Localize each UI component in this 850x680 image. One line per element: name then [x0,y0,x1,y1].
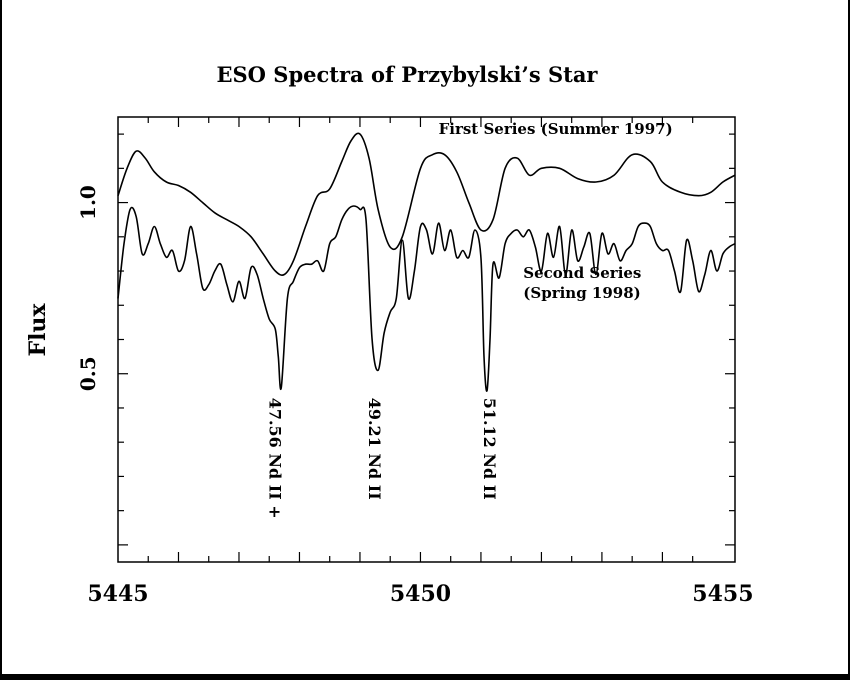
line-identification-label: 47.56 Nd II + [265,398,284,519]
y-tick-label: 0.5 [76,356,100,391]
series-line-1 [117,132,736,276]
series-lines [117,132,736,392]
y-tick-labels: 0.5 1.0 [76,185,100,391]
chart-title: ESO Spectra of Przybylski’s Star [217,62,599,87]
y-tick-label: 1.0 [76,185,100,220]
series-labels: First Series (Summer 1997) Second Series(… [439,120,673,302]
x-tick-label: 5445 [87,581,148,607]
line-identification-label: 49.21 Nd II [365,398,384,500]
x-tick-label: 5455 [692,581,753,607]
line-annotations: 47.56 Nd II + 49.21 Nd II 51.12 Nd II [265,398,499,519]
series-line-2 [117,205,736,392]
series-label-2: Second Series (Spring 1998) [523,264,641,302]
x-tick-label: 5450 [390,581,451,607]
plot-area-border [117,116,736,563]
series-label-1: First Series (Summer 1997) [439,120,673,138]
axis-ticks [118,117,735,562]
x-tick-labels: 5445 5450 5455 [87,581,753,607]
y-axis-label: Flux [25,303,51,357]
line-identification-label: 51.12 Nd II [480,398,499,500]
